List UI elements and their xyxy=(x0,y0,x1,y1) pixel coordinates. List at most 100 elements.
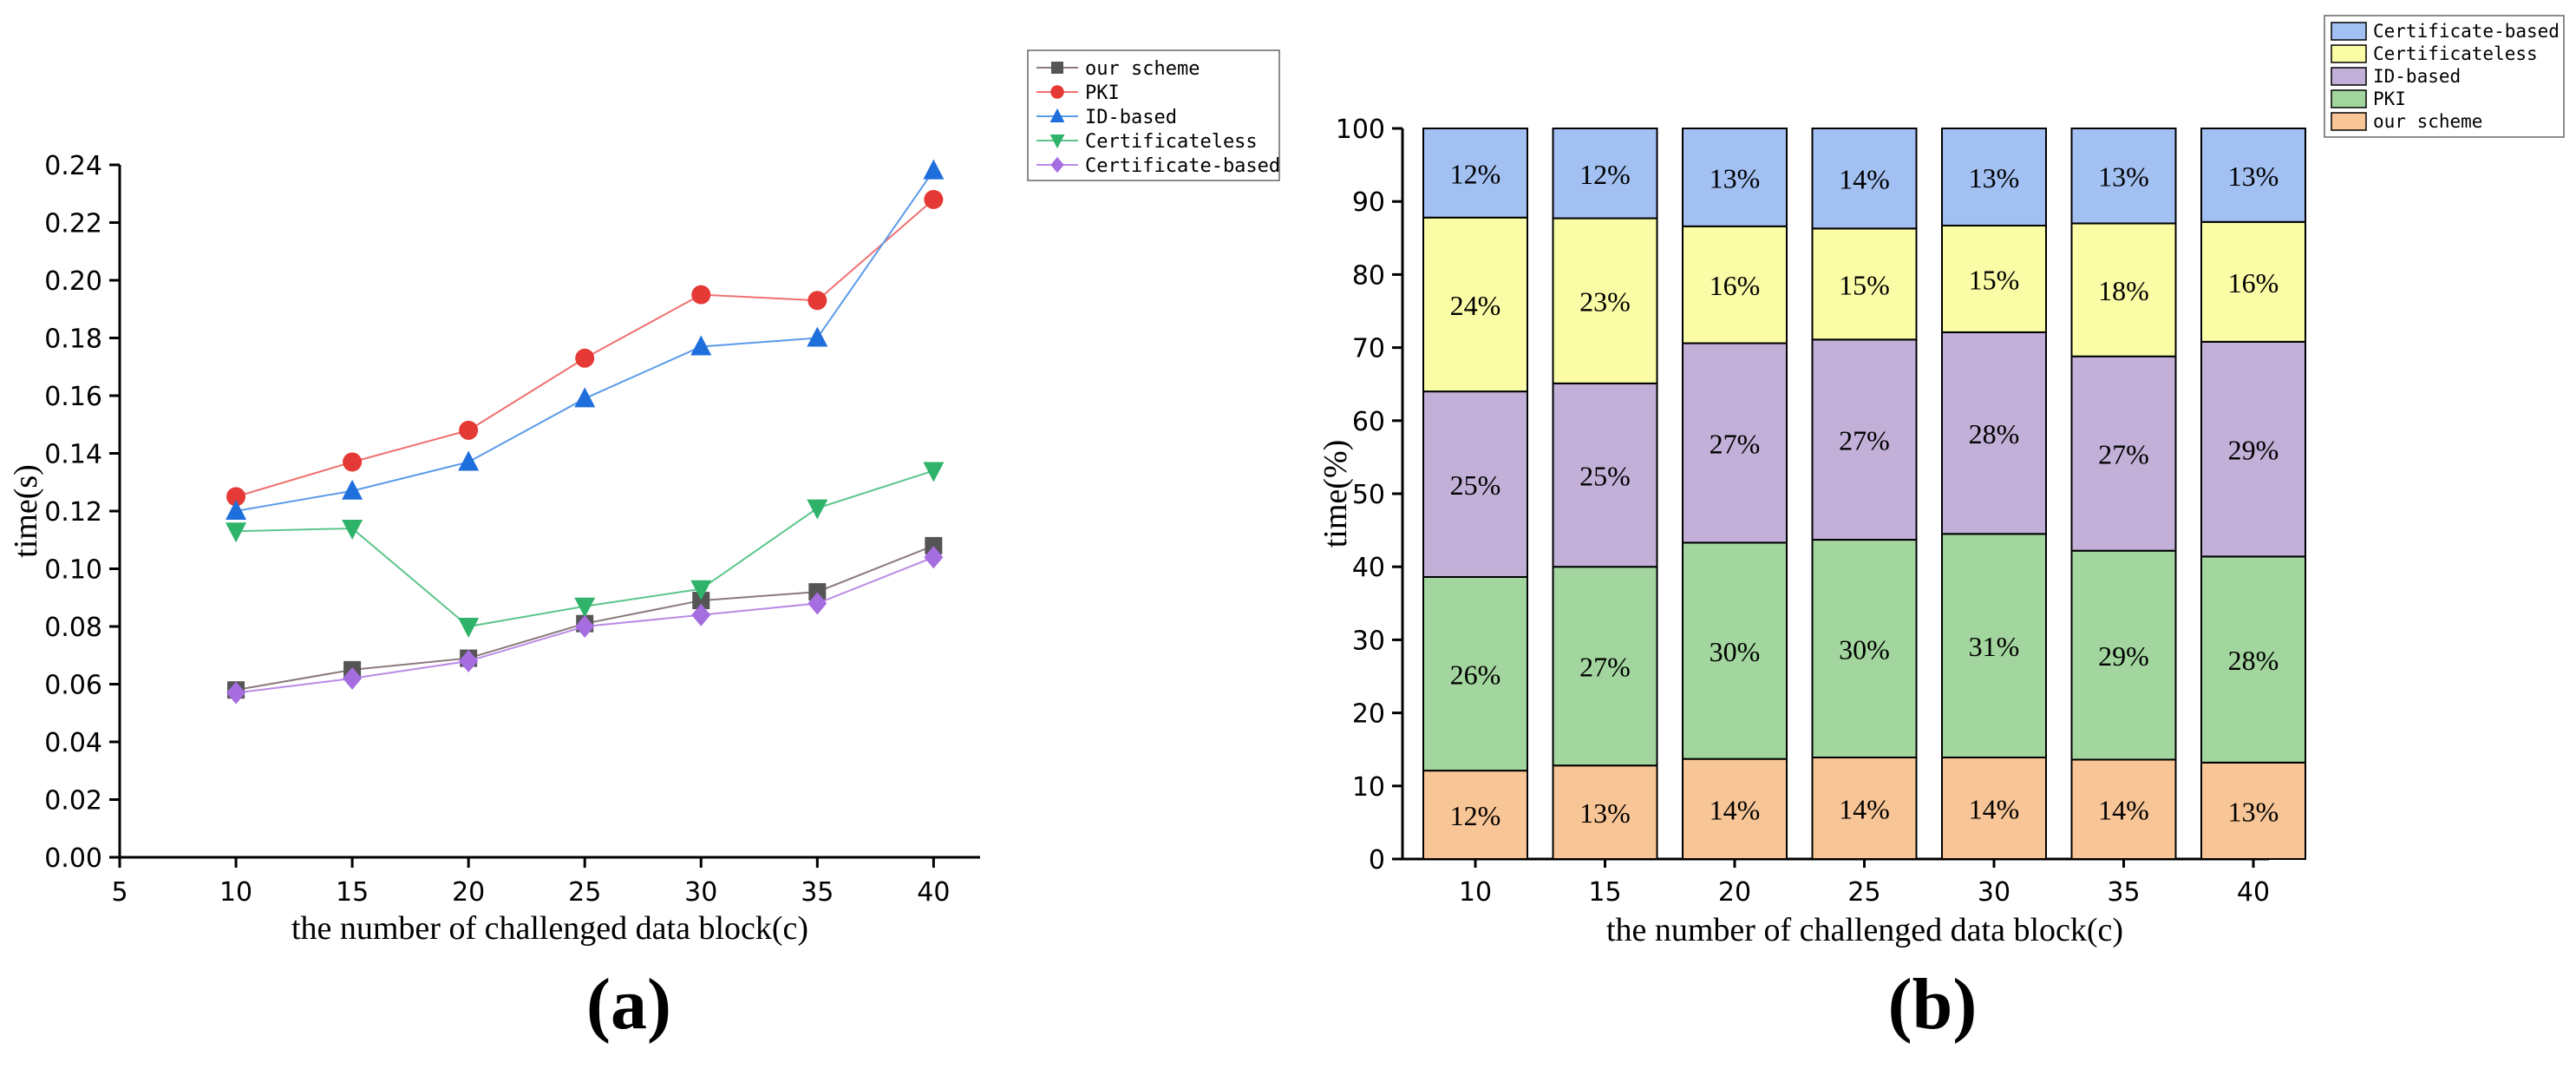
data-point xyxy=(226,500,247,520)
legend-item: ID-based xyxy=(2331,66,2461,87)
y-tick-label: 0.04 xyxy=(44,728,102,758)
y-tick-label: 20 xyxy=(1352,699,1385,730)
y-tick-label: 0.10 xyxy=(44,555,102,586)
y-tick-label: 0.00 xyxy=(44,843,102,874)
bar-data-label: 28% xyxy=(1969,418,2020,449)
bar-data-label: 14% xyxy=(1969,793,2020,824)
legend-swatch xyxy=(2331,67,2367,86)
bar-segment-pki xyxy=(1941,533,2047,758)
bar-segment-certificateless xyxy=(1811,227,1918,341)
series-id-based xyxy=(226,159,945,520)
bar-data-label: 13% xyxy=(1969,162,2020,193)
bar-segment-certificateless xyxy=(2070,222,2177,357)
bar-segment-certificateless xyxy=(2200,220,2306,343)
y-tick-label: 0.20 xyxy=(44,266,102,297)
legend-item: our scheme xyxy=(2331,111,2482,132)
bar-data-label: 27% xyxy=(2098,439,2149,470)
y-tick-label: 70 xyxy=(1352,334,1385,364)
x-tick-label: 10 xyxy=(219,877,252,908)
legend-label: Certificateless xyxy=(1085,131,1258,153)
bar-data-label: 30% xyxy=(1839,634,1890,666)
series-certificate-based xyxy=(226,546,944,705)
x-tick-label: 20 xyxy=(452,877,485,908)
data-point xyxy=(575,348,595,368)
bar-data-label: 26% xyxy=(1450,659,1501,691)
data-point xyxy=(226,522,247,543)
data-point xyxy=(690,335,712,356)
legend-label: PKI xyxy=(1085,82,1120,104)
legend-item: our scheme xyxy=(1036,58,1200,80)
data-point xyxy=(923,462,945,482)
bar-segment-our-scheme xyxy=(1422,770,1528,860)
y-tick-label: 0.16 xyxy=(44,382,102,412)
bar-segment-our-scheme xyxy=(2070,758,2177,860)
data-point xyxy=(807,499,828,520)
bar-segment-certificateless xyxy=(1682,225,1788,344)
series-line xyxy=(235,199,935,498)
data-point xyxy=(458,450,480,471)
x-tick-label: 40 xyxy=(2237,877,2270,908)
bar-segment-id-based xyxy=(1422,390,1528,578)
y-tick-label: 30 xyxy=(1352,626,1385,656)
bar-data-label: 29% xyxy=(2228,435,2279,466)
data-point xyxy=(691,285,711,305)
series-line xyxy=(235,170,935,512)
data-point xyxy=(343,452,363,472)
x-tick-label: 35 xyxy=(801,877,834,908)
y-tick-label: 60 xyxy=(1352,407,1385,437)
series-certificateless xyxy=(226,462,945,638)
legend-label: our scheme xyxy=(1085,58,1200,80)
y-tick-label: 0.02 xyxy=(44,786,102,817)
bar-segment-certificate-based xyxy=(2070,128,2177,225)
legend-swatch xyxy=(2331,44,2367,63)
panel-label-b: (b) xyxy=(1888,964,1978,1045)
x-tick-label: 35 xyxy=(2107,877,2140,908)
bar-data-label: 25% xyxy=(1579,461,1631,492)
data-point xyxy=(924,189,944,209)
line-chart-panel: 0.00 0.02 0.04 0.06 0.08 0.10 0.12 0.14 0.16 0.18… xyxy=(8,49,1280,947)
series-pki xyxy=(226,189,944,507)
y-tick-label: 40 xyxy=(1352,553,1385,583)
legend-swatch xyxy=(2331,22,2367,41)
legend-item: PKI xyxy=(1036,82,1120,104)
bar-data-label: 12% xyxy=(1579,159,1631,190)
bar-data-label: 15% xyxy=(1839,269,1890,300)
data-point xyxy=(226,681,246,705)
bar-data-label: 24% xyxy=(1450,290,1501,321)
data-point xyxy=(342,519,363,540)
x-tick-label: 25 xyxy=(1847,877,1880,908)
bar-segment-certificate-based xyxy=(1682,128,1788,227)
bar-segment-our-scheme xyxy=(1682,757,1788,860)
legend-item: Certificate-based xyxy=(1036,155,1280,177)
bar-segment-our-scheme xyxy=(1552,764,1658,860)
y-axis-title: time(%) xyxy=(1317,440,1354,548)
bar-segment-pki xyxy=(1552,566,1658,767)
bar-data-label: 18% xyxy=(2098,275,2149,306)
y-tick-label: 80 xyxy=(1352,260,1385,291)
data-point xyxy=(226,487,246,507)
data-point xyxy=(459,420,479,440)
y-tick-label: 0.22 xyxy=(44,209,102,239)
bar-segment-id-based xyxy=(1941,331,2047,535)
bar-data-label: 14% xyxy=(2098,795,2149,826)
x-tick-label: 5 xyxy=(111,877,127,908)
data-point xyxy=(925,536,943,554)
legend-label: Certificate-based xyxy=(2373,21,2560,42)
x-tick-label: 30 xyxy=(684,877,717,908)
data-point xyxy=(691,603,711,626)
legend-item: PKI xyxy=(2331,89,2406,109)
bar-data-label: 13% xyxy=(1579,797,1631,829)
bar-data-label: 14% xyxy=(1839,793,1890,824)
bar-segment-certificateless xyxy=(1941,224,2047,333)
legend-marker xyxy=(1050,156,1064,174)
legend-label: our scheme xyxy=(2373,111,2482,132)
bar-segment-pki xyxy=(2070,549,2177,761)
legend-label: PKI xyxy=(2373,89,2406,109)
x-tick-label: 25 xyxy=(568,877,601,908)
y-axis-title: time(s) xyxy=(8,464,44,558)
x-tick-label: 40 xyxy=(917,877,950,908)
x-tick-label: 10 xyxy=(1459,877,1492,908)
bar-data-label: 25% xyxy=(1450,469,1501,501)
